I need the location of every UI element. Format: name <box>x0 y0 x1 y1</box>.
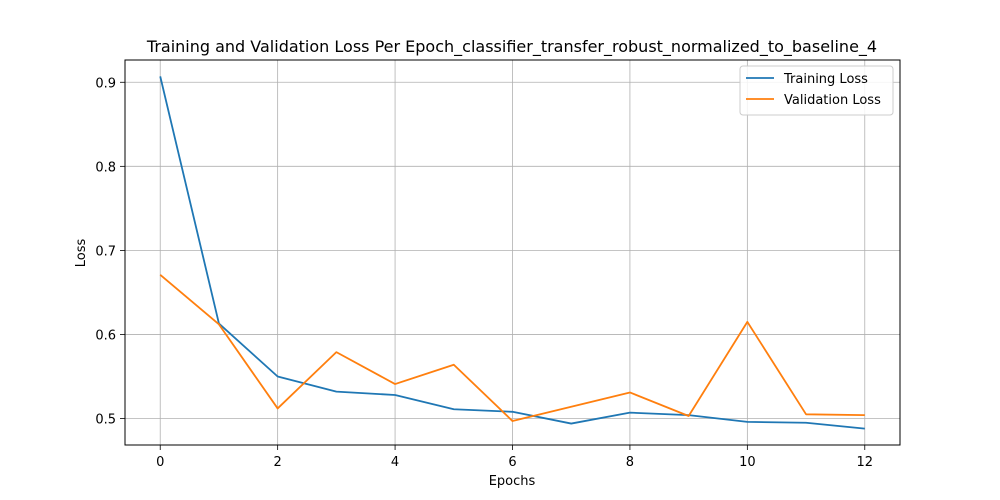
y-tick-label: 0.6 <box>95 328 116 343</box>
x-tick-label: 8 <box>626 455 634 470</box>
grid <box>125 60 900 445</box>
y-axis-ticks: 0.5 0.6 0.7 0.8 0.9 <box>95 76 125 428</box>
y-tick-label: 0.7 <box>95 244 116 259</box>
training-loss-line <box>159 76 865 430</box>
validation-loss-line <box>159 274 865 422</box>
x-tick-label: 6 <box>508 455 516 470</box>
chart-title: Training and Validation Loss Per Epoch_c… <box>146 37 877 57</box>
x-tick-label: 4 <box>391 455 399 470</box>
x-axis-label: Epochs <box>489 474 536 489</box>
y-tick-label: 0.5 <box>95 413 116 428</box>
x-tick-label: 10 <box>739 455 756 470</box>
x-tick-label: 2 <box>274 455 282 470</box>
x-tick-label: 12 <box>856 455 873 470</box>
series-layer <box>159 76 865 430</box>
y-tick-label: 0.9 <box>95 76 116 91</box>
legend-box <box>739 65 894 116</box>
legend-label: Training Loss <box>783 72 868 87</box>
legend-label: Validation Loss <box>784 93 881 108</box>
legend: Training Loss Validation Loss <box>739 65 894 116</box>
y-axis-label: Loss <box>74 239 89 268</box>
x-tick-label: 0 <box>156 455 164 470</box>
x-axis-ticks: 0 2 4 6 8 10 12 <box>156 445 873 470</box>
y-tick-label: 0.8 <box>95 160 116 175</box>
